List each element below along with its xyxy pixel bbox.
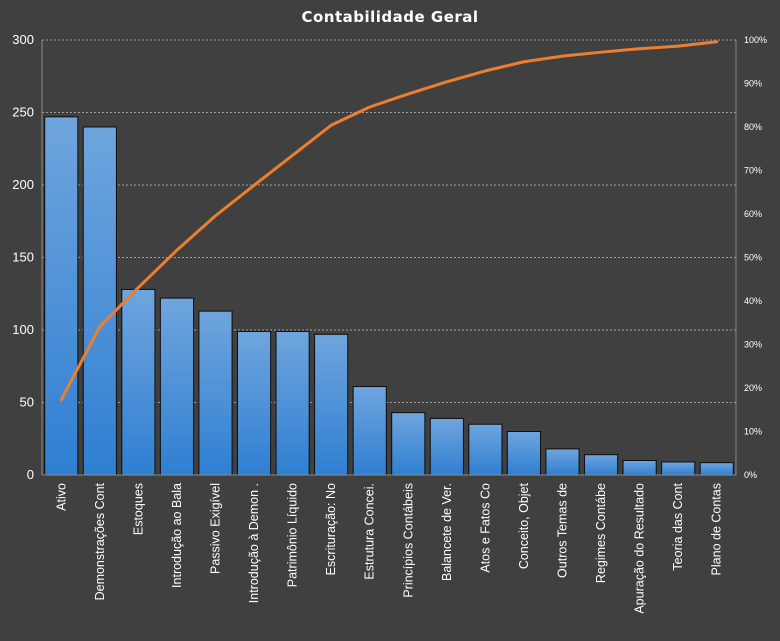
bar	[314, 333, 349, 476]
y-tick-label: 0	[27, 467, 34, 482]
secondary-y-axis-tick-labels: 0% 10% 20% 30% 40% 50% 60% 70% 80% 90% 100%	[744, 35, 767, 480]
bar	[583, 454, 619, 476]
x-tick-label: Passivo Exigível	[209, 483, 223, 574]
y-tick-label: 100	[12, 322, 34, 337]
bar	[545, 448, 580, 476]
secondary-y-tick-label: 20%	[744, 383, 762, 393]
x-tick-label: Teoria das Cont	[671, 482, 685, 570]
x-tick-label: Atos e Fatos Co	[478, 483, 492, 573]
y-tick-label: 300	[12, 32, 34, 47]
x-tick-label: Regimes Contábe	[594, 483, 608, 583]
secondary-y-tick-label: 30%	[744, 340, 762, 350]
cumulative-percentage-line	[59, 40, 719, 402]
x-tick-label: Escrituração: No	[324, 483, 338, 575]
bar	[622, 460, 657, 476]
secondary-y-tick-label: 50%	[744, 253, 762, 263]
cumulative-line	[59, 40, 719, 402]
bar	[275, 330, 310, 476]
secondary-y-tick-label: 40%	[744, 296, 762, 306]
y-axis-tick-labels: 0 50 100 150 200 250 300	[12, 32, 34, 482]
bar	[699, 462, 734, 476]
x-tick-label: Estoques	[131, 483, 145, 535]
chart-title: Contabilidade Geral	[301, 8, 478, 26]
bar	[468, 423, 503, 476]
y-tick-label: 150	[12, 250, 34, 265]
bar	[159, 297, 195, 476]
bar	[429, 417, 464, 476]
x-tick-label: Balancete de Ver.	[440, 483, 454, 581]
x-tick-label: Ativo	[54, 483, 68, 511]
y-tick-label: 250	[12, 105, 34, 120]
x-tick-label: Princípios Contábeis	[401, 483, 415, 598]
bar	[82, 126, 117, 476]
secondary-y-tick-label: 70%	[744, 166, 762, 176]
x-tick-label: Estrutura Concei.	[363, 483, 377, 580]
x-tick-label: Conceito, Objet	[517, 482, 531, 569]
bar	[352, 386, 387, 476]
bars	[44, 116, 734, 476]
bar	[391, 412, 426, 476]
y-tick-label: 50	[20, 395, 34, 410]
bar	[44, 116, 79, 476]
x-tick-label: Plano de Contas	[710, 483, 724, 575]
x-tick-label: Demonstrações Cont	[93, 482, 107, 600]
bar	[661, 461, 696, 476]
secondary-y-tick-label: 10%	[744, 427, 762, 437]
bar	[121, 288, 156, 476]
x-tick-label: Introdução à Demon .	[247, 483, 261, 603]
bar	[506, 431, 542, 476]
x-tick-label: Introdução ao Bala	[170, 483, 184, 588]
secondary-y-tick-label: 80%	[744, 122, 762, 132]
secondary-y-tick-label: 0%	[744, 470, 757, 480]
secondary-y-tick-label: 100%	[744, 35, 767, 45]
y-tick-label: 200	[12, 177, 34, 192]
bar	[198, 310, 233, 476]
secondary-y-tick-label: 60%	[744, 209, 762, 219]
x-tick-label: Apuração do Resultado	[633, 483, 647, 614]
x-axis-tick-labels: Ativo Demonstrações Cont Estoques Introduçã…	[54, 482, 723, 613]
x-tick-label: Outros Temas de	[556, 483, 570, 578]
axes	[41, 40, 737, 476]
bar	[236, 330, 272, 476]
x-tick-label: Patrimônio Líquido	[286, 483, 300, 587]
secondary-y-tick-label: 90%	[744, 79, 762, 89]
